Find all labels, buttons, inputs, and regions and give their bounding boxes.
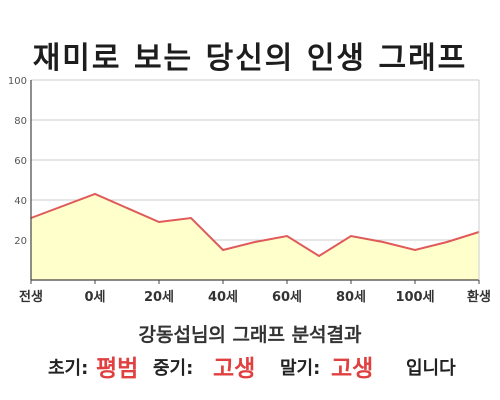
data-point [382, 241, 384, 243]
result-suffix: 입니다 [406, 358, 456, 379]
page-title: 재미로 보는 당신의 인생 그래프 [32, 41, 468, 76]
x-tick-label: 20세 [144, 290, 174, 305]
data-point [286, 235, 288, 237]
middle-value: 고생 [213, 356, 256, 382]
y-tick-label: 80 [14, 116, 27, 127]
x-tick-label: 환생 [467, 289, 491, 305]
data-point [158, 221, 160, 223]
data-point [254, 241, 256, 243]
tick-label-layer: 100 80 60 40 20 전생 0세 20세 40세 60세 80세 100세 환생 [8, 76, 491, 305]
y-tick-label: 20 [14, 236, 27, 247]
x-tick-label: 100세 [395, 290, 434, 305]
early-label: 초기: [48, 358, 89, 379]
y-tick-label: 100 [8, 76, 27, 87]
data-point [318, 255, 320, 257]
y-tick-label: 60 [14, 156, 27, 167]
early-value: 평범 [96, 356, 139, 382]
middle-label: 중기: [153, 358, 194, 379]
axis-layer [30, 80, 480, 284]
late-label: 말기: [280, 358, 321, 379]
x-tick-label: 0세 [84, 290, 105, 305]
x-tick-label: 60세 [272, 290, 302, 305]
y-tick-label: 40 [14, 196, 27, 207]
data-point [190, 217, 192, 219]
x-tick-label: 40세 [208, 290, 238, 305]
data-point [222, 249, 224, 251]
x-tick-label: 전생 [19, 289, 43, 305]
data-point [94, 193, 96, 195]
data-point [446, 241, 448, 243]
result-line: 초기: 평범 중기: 고생 말기: 고생 입니다 [0, 348, 500, 382]
late-value: 고생 [331, 356, 374, 382]
x-tick-label: 80세 [336, 290, 366, 305]
data-point [414, 249, 416, 251]
data-point [350, 235, 352, 237]
result-subtitle: 강동섭님의 그래프 분석결과 [138, 324, 362, 346]
